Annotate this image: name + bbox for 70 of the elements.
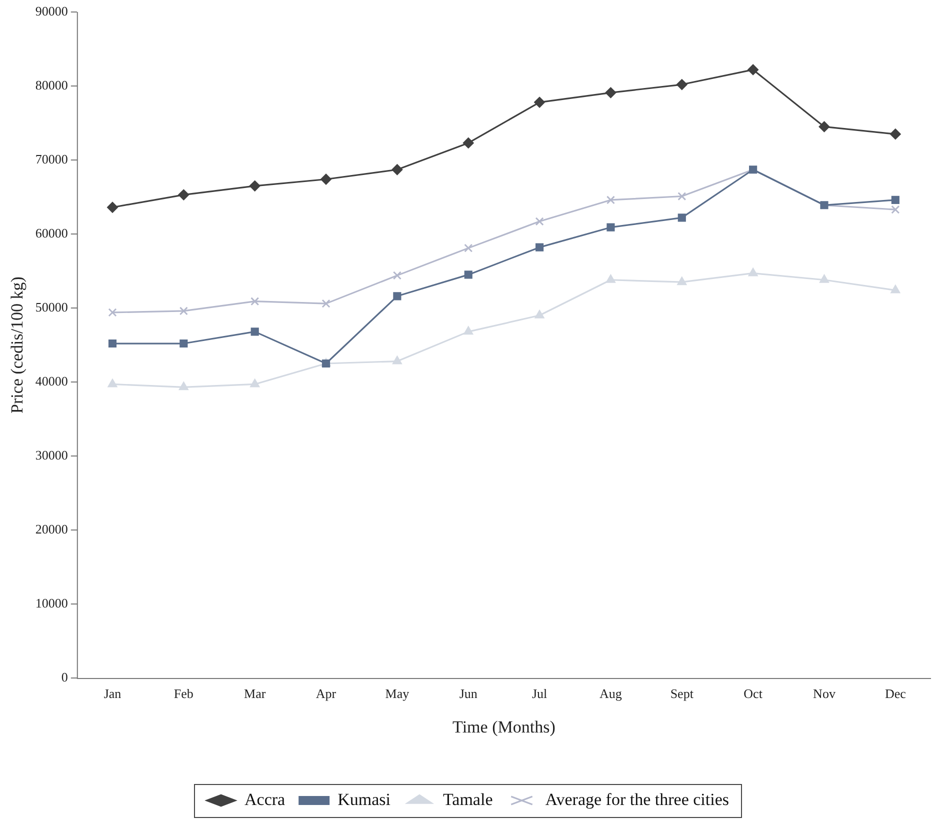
point [606, 196, 615, 204]
point [108, 378, 118, 388]
point [890, 284, 900, 294]
point [536, 243, 544, 252]
point [748, 268, 758, 276]
point [748, 64, 759, 76]
legend-label: Kumasi [338, 790, 391, 809]
point [605, 87, 616, 98]
x-tick-label: Jan [104, 686, 122, 702]
point [534, 310, 544, 318]
point [606, 223, 615, 232]
legend-label: Average for the three cities [545, 790, 730, 809]
point [106, 202, 118, 213]
point [320, 174, 332, 185]
point [678, 214, 686, 222]
x-tick-label: Oct [744, 686, 763, 702]
point [249, 180, 260, 192]
y-tick-label: 90000 [35, 3, 68, 18]
y-tick-label: 0 [61, 669, 68, 684]
point [676, 79, 688, 90]
y-tick-label: 70000 [35, 151, 68, 166]
x-tick-label: Jul [532, 686, 548, 702]
y-tick-label: 50000 [35, 299, 68, 314]
y-tick-label: 80000 [35, 77, 68, 92]
x-tick-label: Mar [244, 686, 266, 702]
point [818, 121, 830, 132]
x-tick-label: Dec [884, 686, 906, 702]
point [606, 274, 616, 283]
x-tick-label: Nov [813, 686, 836, 702]
point [534, 96, 546, 108]
point [678, 192, 686, 201]
x-tick-label: Apr [316, 686, 337, 702]
point [250, 297, 260, 306]
point [819, 274, 830, 283]
x-tick-label: Feb [174, 686, 194, 702]
point [462, 137, 474, 148]
point [393, 292, 402, 300]
point [392, 164, 403, 176]
point [891, 196, 900, 204]
y-tick-label: 30000 [35, 447, 68, 462]
x-tick-label: Aug [600, 686, 622, 702]
point [464, 244, 473, 252]
x-tick-label: May [385, 686, 410, 702]
y-tick-label: 60000 [35, 225, 68, 240]
point [179, 306, 188, 316]
y-tick-label: 20000 [35, 521, 68, 536]
point [250, 378, 260, 388]
point [322, 299, 330, 308]
point [891, 205, 900, 214]
point [677, 276, 687, 286]
point [890, 128, 901, 140]
point [250, 328, 259, 336]
point [392, 271, 402, 280]
x-tick-label: Sept [670, 686, 694, 702]
point [108, 339, 117, 348]
point [178, 189, 190, 200]
point [535, 217, 544, 226]
point [180, 339, 188, 348]
legend-label: Tamale [442, 790, 493, 809]
point [464, 326, 474, 335]
point [178, 382, 188, 390]
x-axis-title: Time (Months) [452, 717, 556, 736]
y-tick-label: 10000 [35, 595, 68, 610]
x-tick-label: Jun [459, 686, 478, 702]
point [108, 308, 117, 317]
y-axis-title: Price (cedis/100 kg) [8, 276, 27, 414]
point [464, 270, 472, 279]
point [392, 356, 402, 364]
legend-label: Accra [244, 790, 286, 809]
y-tick-label: 40000 [35, 373, 68, 388]
